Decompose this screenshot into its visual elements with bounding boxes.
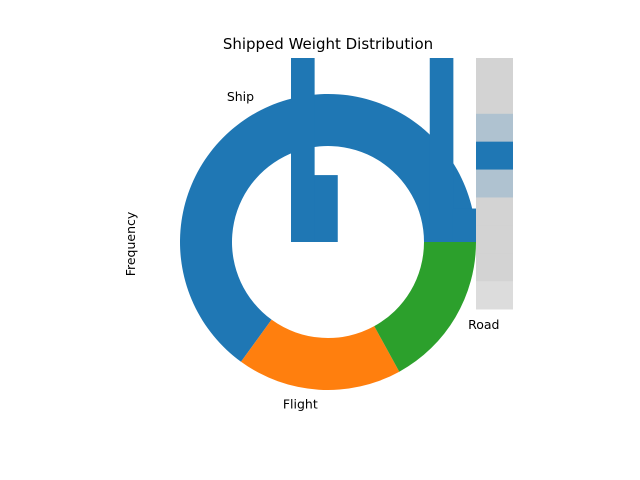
overlay-bar — [452, 208, 477, 242]
slice-label-road: Road — [468, 317, 499, 332]
heatmap-cell — [476, 197, 513, 226]
heatmap-cell — [476, 281, 513, 310]
y-axis-label: Frequency — [123, 211, 138, 276]
heatmap-cell — [476, 253, 513, 282]
slice-ship — [180, 94, 476, 362]
chart-title: Shipped Weight Distribution — [223, 35, 433, 53]
slice-flight — [241, 319, 400, 390]
overlay-bar — [291, 58, 315, 242]
heatmap-cell — [476, 141, 513, 171]
donut-plot — [180, 94, 476, 390]
heatmap-cell — [476, 225, 513, 254]
bar-overlay — [291, 58, 477, 242]
slice-label-ship: Ship — [227, 89, 254, 104]
heatmap-cell — [476, 169, 513, 198]
overlay-bar — [429, 58, 454, 242]
slice-road — [374, 242, 476, 372]
heatmap-cell — [476, 58, 513, 87]
heatmap-cell — [476, 113, 513, 143]
slice-labels: Ship Flight Road — [227, 89, 500, 412]
heatmap-strip — [476, 58, 513, 310]
slice-label-flight: Flight — [283, 396, 318, 411]
overlay-bar — [314, 175, 338, 242]
heatmap-cell — [476, 85, 513, 115]
